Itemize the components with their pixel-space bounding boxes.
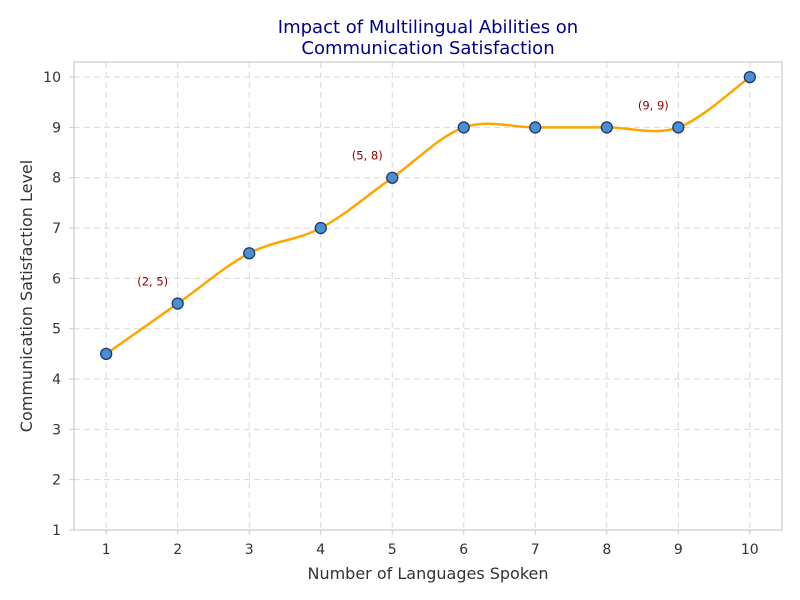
data-point [529,121,542,134]
x-tick-label: 1 [102,542,111,558]
data-point [672,121,685,134]
data-point [100,347,113,361]
x-tick-label: 5 [388,542,397,558]
data-point [457,121,470,134]
y-axis-label: Communication Satisfaction Level [17,160,36,432]
y-tick-label: 1 [52,523,61,539]
y-tick-label: 5 [52,322,61,338]
y-tick-label: 10 [43,70,61,86]
x-axis-label: Number of Languages Spoken [307,564,548,583]
point-layer [100,70,756,361]
data-point [314,221,327,235]
x-tick-label: 10 [741,542,759,558]
y-tick-label: 6 [52,271,61,287]
x-tick-label: 9 [674,542,683,558]
x-tick-label: 3 [245,542,254,558]
data-point [243,247,256,260]
annotation-label: (2, 5) [137,275,168,289]
chart-title: Impact of Multilingual Abilities on Commu… [278,17,578,59]
annotation-label: (5, 8) [352,149,383,163]
y-tick-label: 2 [52,473,61,489]
x-tick-label: 7 [531,542,540,558]
plot-frame [73,61,783,531]
grid-layer [74,62,782,531]
tick-layer: 1 2 3 4 5 6 7 8 9 10 1 2 3 4 5 6 7 8 9 10 [43,70,759,558]
series-line [105,76,751,355]
y-tick-label: 9 [52,120,61,136]
chart-title-line: Impact of Multilingual Abilities on [278,17,578,38]
x-tick-label: 2 [173,542,182,558]
chart-title-line: Communication Satisfaction [301,38,554,59]
x-tick-label: 8 [602,542,611,558]
y-tick-label: 3 [52,422,61,438]
data-point [171,297,184,310]
x-tick-label: 4 [316,542,325,558]
y-tick-label: 7 [52,221,61,237]
data-point [386,171,399,184]
data-point [600,121,613,134]
data-point [743,70,756,84]
y-tick-label: 4 [52,372,61,388]
annotation-layer: (2, 5) (5, 8) (9, 9) [137,98,669,288]
y-tick-label: 8 [52,171,61,187]
x-tick-label: 6 [459,542,468,558]
annotation-label: (9, 9) [638,98,669,112]
